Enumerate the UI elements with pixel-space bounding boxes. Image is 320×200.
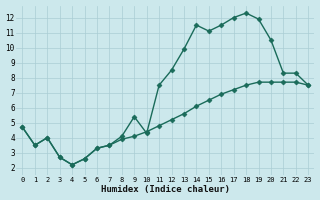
X-axis label: Humidex (Indice chaleur): Humidex (Indice chaleur) <box>101 185 230 194</box>
